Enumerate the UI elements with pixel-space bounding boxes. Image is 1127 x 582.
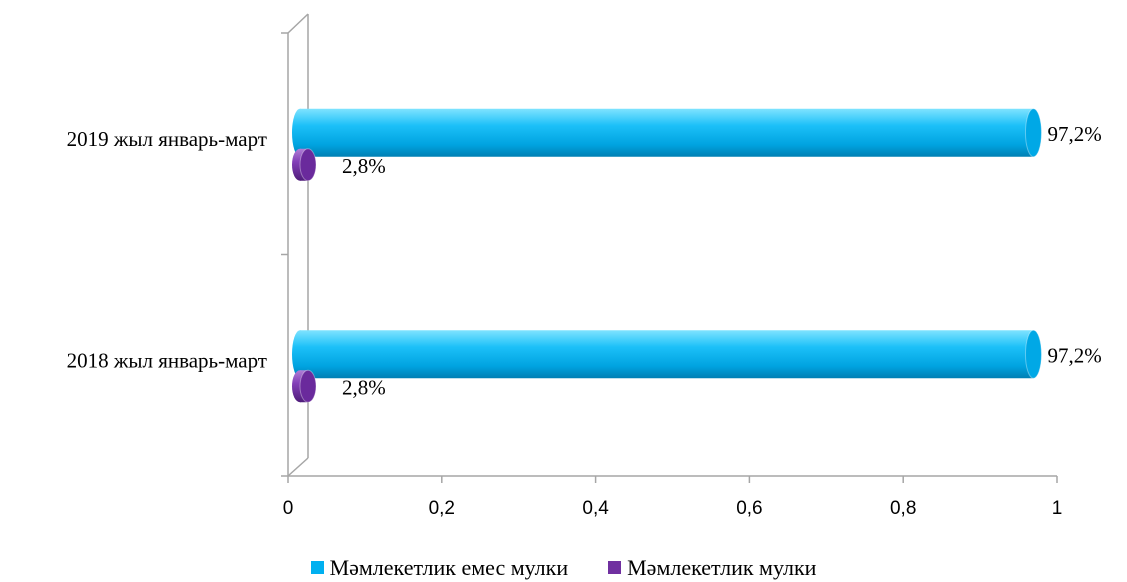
bar-start-cap	[292, 108, 308, 157]
x-axis-ticks: 0 0,2 0,4 0,6 0,8 1	[283, 476, 1063, 519]
bar-1-1	[292, 369, 317, 403]
bar-end-cap	[299, 148, 317, 182]
category-labels: 2019 жыл январь-март 2018 жыл январь-март	[67, 127, 267, 373]
legend-swatch-0	[310, 561, 324, 574]
legend: Мәмлекетлик емес мулки Мәмлекетлик мулки	[0, 553, 1127, 582]
bar-0-0	[292, 108, 1042, 158]
category-label: 2019 жыл январь-март	[67, 127, 267, 151]
data-label: 2,8%	[342, 154, 386, 178]
data-label: 97,2%	[1047, 122, 1101, 146]
wall-bottom-edge	[287, 457, 309, 477]
legend-swatch-1	[608, 561, 622, 574]
legend-item-1: Мәмлекетлик мулки	[608, 555, 816, 581]
x-tick-label: 0,4	[582, 498, 609, 519]
legend-label-0: Мәмлекетлик емес мулки	[329, 554, 569, 580]
chart-frame	[281, 13, 1057, 477]
x-tick-label: 0	[283, 498, 294, 519]
legend-label-1: Мәмлекетлик мулки	[627, 554, 817, 580]
bar-0-1	[292, 329, 1042, 379]
bar-end-cap	[1024, 108, 1042, 158]
data-label: 2,8%	[342, 375, 386, 399]
x-tick-label: 0,6	[736, 498, 762, 519]
bar-end-cap	[1024, 329, 1042, 379]
x-tick-label: 0,8	[890, 498, 916, 519]
bar-1-0	[292, 148, 317, 182]
bar-start-cap	[292, 330, 308, 379]
bar-body	[300, 108, 1034, 157]
category-label: 2018 жыл январь-март	[67, 348, 267, 372]
x-tick-label: 1	[1052, 498, 1063, 519]
x-tick-label: 0,2	[429, 498, 455, 519]
bar-body	[300, 330, 1034, 379]
data-label: 97,2%	[1047, 343, 1101, 367]
bars	[292, 108, 1042, 403]
data-labels: 97,2% 2,8% 97,2% 2,8%	[342, 122, 1102, 400]
legend-item-0: Мәмлекетлик емес мулки	[310, 554, 569, 581]
bar-end-cap	[299, 369, 317, 403]
wall-top-edge	[287, 13, 309, 34]
